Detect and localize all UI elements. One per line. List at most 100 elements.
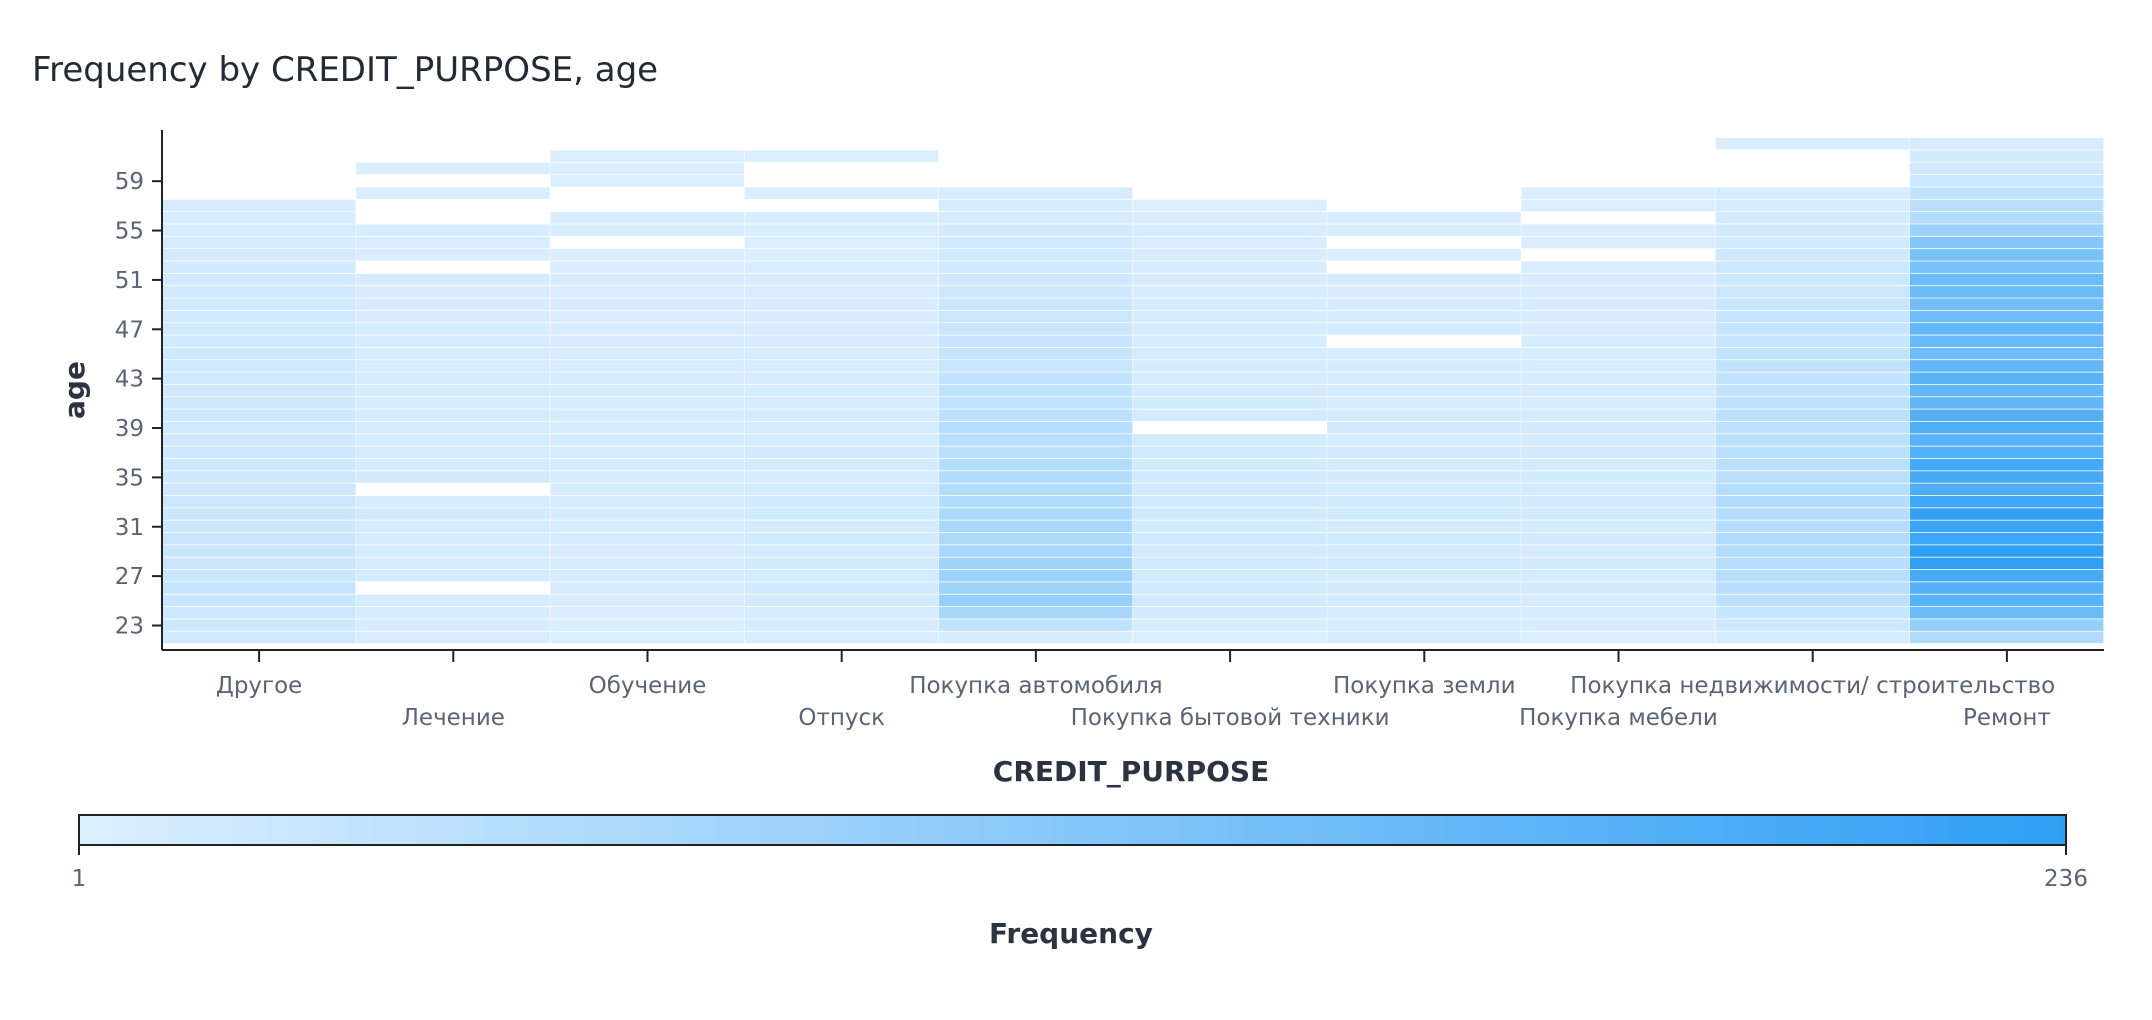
heatmap-cell [1909, 138, 2104, 150]
heatmap-cell [938, 335, 1133, 347]
heatmap-cell [1133, 619, 1327, 631]
heatmap-cells [162, 138, 2104, 644]
heatmap-cell [550, 434, 744, 446]
y-tick-label: 23 [115, 613, 144, 639]
y-tick-label: 59 [115, 169, 144, 195]
heatmap-cell [1909, 360, 2104, 372]
heatmap-cell [162, 434, 356, 446]
heatmap-cell [938, 224, 1133, 236]
heatmap-cell [1909, 261, 2104, 273]
heatmap-cell [162, 236, 356, 249]
heatmap-cell [1133, 582, 1327, 594]
heatmap-cell [744, 606, 939, 619]
heatmap-cell [162, 224, 356, 236]
heatmap-cell [1715, 187, 1910, 199]
heatmap-cell [550, 631, 744, 644]
heatmap-cell [744, 187, 939, 199]
heatmap-cell [356, 471, 550, 483]
heatmap-cell [938, 532, 1133, 545]
heatmap-cell [356, 520, 550, 533]
heatmap-cell [1715, 360, 1910, 372]
heatmap-cell [1327, 508, 1521, 520]
heatmap-cell [744, 520, 939, 533]
heatmap-cell [938, 409, 1133, 422]
x-tick-label: Покупка недвижимости/ строительство [1570, 673, 2055, 699]
heatmap-cell [1327, 310, 1521, 323]
heatmap-cell [1909, 606, 2104, 619]
heatmap-cell [744, 236, 939, 249]
heatmap-cell [1327, 520, 1521, 533]
heatmap-cell [1909, 236, 2104, 249]
heatmap-cell [1715, 224, 1910, 236]
heatmap-cell [1715, 323, 1910, 335]
heatmap-cell [162, 557, 356, 570]
x-axis-title: CREDIT_PURPOSE [993, 755, 1269, 788]
heatmap-cell [1909, 483, 2104, 496]
heatmap-cell [550, 545, 744, 557]
heatmap-cell [1715, 335, 1910, 347]
heatmap-cell [1521, 409, 1715, 422]
heatmap-cell [744, 224, 939, 236]
heatmap-cell [356, 545, 550, 557]
heatmap-cell [162, 212, 356, 224]
heatmap-cell [744, 298, 939, 310]
heatmap-cell [744, 409, 939, 422]
heatmap-cell [550, 446, 744, 459]
heatmap-cell [1327, 446, 1521, 459]
heatmap-cell [356, 446, 550, 459]
heatmap-cell [356, 347, 550, 360]
x-tick-label: Ремонт [1963, 705, 2051, 731]
legend-max-label: 236 [2044, 866, 2088, 892]
heatmap-cell [1909, 335, 2104, 347]
heatmap-cell [550, 347, 744, 360]
heatmap-cell [550, 162, 744, 175]
heatmap-cell [1327, 569, 1521, 582]
heatmap-cell [162, 286, 356, 298]
heatmap-cell [744, 508, 939, 520]
y-tick-label: 31 [115, 515, 144, 541]
heatmap-cell [1521, 421, 1715, 434]
heatmap-cell [550, 508, 744, 520]
heatmap-cell [356, 187, 550, 199]
heatmap-cell [1521, 471, 1715, 483]
heatmap-cell [744, 323, 939, 335]
heatmap-cell [1715, 286, 1910, 298]
heatmap-cell [550, 372, 744, 385]
heatmap-cell [938, 458, 1133, 471]
heatmap-cell [1133, 335, 1327, 347]
heatmap-cell [550, 619, 744, 631]
heatmap-cell [356, 372, 550, 385]
heatmap-cell [1327, 557, 1521, 570]
heatmap-cell [938, 495, 1133, 508]
heatmap-cell [1715, 582, 1910, 594]
heatmap-cell [1521, 323, 1715, 335]
heatmap-cell [1715, 298, 1910, 310]
heatmap-cell [1909, 557, 2104, 570]
heatmap-cell [744, 249, 939, 261]
heatmap-cell [550, 273, 744, 286]
heatmap-cell [550, 249, 744, 261]
heatmap-cell [1133, 298, 1327, 310]
heatmap-cell [1909, 224, 2104, 236]
heatmap-cell [162, 569, 356, 582]
heatmap-cell [550, 495, 744, 508]
heatmap-cell [356, 360, 550, 372]
heatmap-cell [938, 298, 1133, 310]
y-ticks: 23 27 31 35 39 43 47 51 55 59 [115, 169, 162, 639]
heatmap-cell [162, 298, 356, 310]
heatmap-cell [1327, 249, 1521, 261]
heatmap-cell [1327, 582, 1521, 594]
heatmap-cell [1133, 323, 1327, 335]
heatmap-cell [1327, 286, 1521, 298]
heatmap-cell [1133, 495, 1327, 508]
heatmap-cell [1133, 384, 1327, 397]
heatmap-cell [1327, 212, 1521, 224]
heatmap-cell [938, 594, 1133, 607]
heatmap-cell [744, 619, 939, 631]
heatmap-cell [938, 446, 1133, 459]
heatmap-cell [1909, 532, 2104, 545]
heatmap-cell [356, 434, 550, 446]
heatmap-cell [744, 446, 939, 459]
heatmap-cell [1327, 483, 1521, 496]
